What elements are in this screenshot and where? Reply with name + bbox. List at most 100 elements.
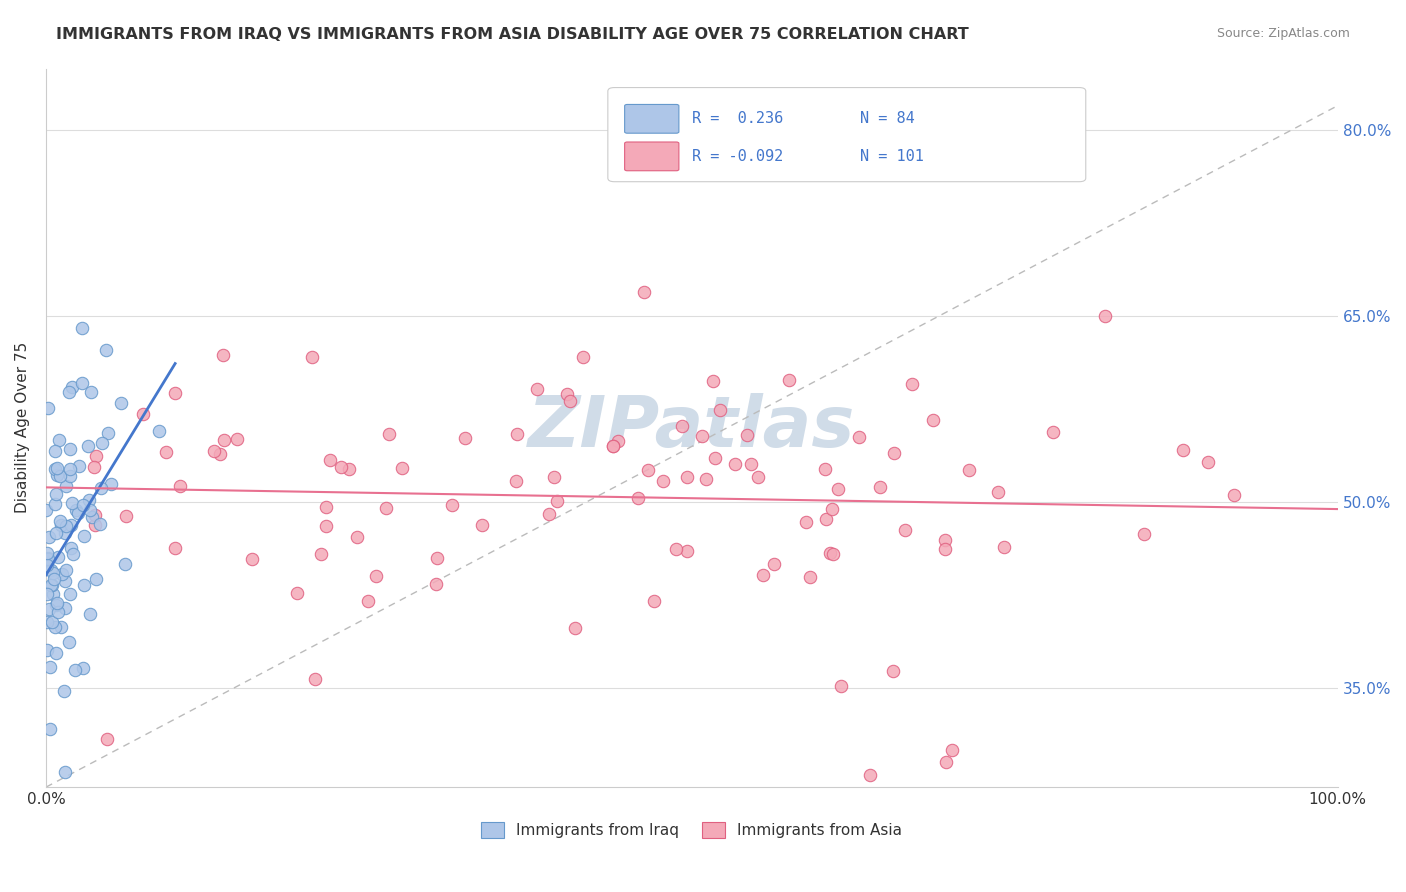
- Point: [96, 732, 118, 747]
- Point: [315, 500, 337, 514]
- Text: N = 101: N = 101: [859, 149, 924, 164]
- Point: [45, 598, 67, 612]
- Point: [637, 463, 659, 477]
- Point: [543, 469, 565, 483]
- Point: [799, 570, 821, 584]
- Point: [35, 586, 58, 600]
- Point: [537, 507, 560, 521]
- Point: [39, 562, 62, 576]
- Point: [37, 401, 59, 416]
- Point: [90, 481, 112, 495]
- Point: [48, 605, 70, 619]
- Point: [425, 577, 447, 591]
- Point: [346, 530, 368, 544]
- Point: [70, 376, 93, 390]
- Point: [37, 546, 59, 560]
- Point: [73, 578, 96, 592]
- Point: [859, 768, 882, 782]
- Point: [46, 461, 69, 475]
- Point: [131, 408, 153, 422]
- Point: [285, 586, 308, 600]
- Point: [643, 594, 665, 608]
- Point: [110, 395, 132, 409]
- Point: [114, 557, 136, 571]
- Point: [526, 382, 548, 396]
- Point: [89, 516, 111, 531]
- Point: [821, 501, 844, 516]
- Point: [37, 552, 59, 566]
- Point: [240, 551, 263, 566]
- Point: [564, 621, 586, 635]
- Point: [671, 419, 693, 434]
- Point: [72, 321, 94, 335]
- Point: [79, 607, 101, 621]
- Text: IMMIGRANTS FROM IRAQ VS IMMIGRANTS FROM ASIA DISABILITY AGE OVER 75 CORRELATION : IMMIGRANTS FROM IRAQ VS IMMIGRANTS FROM …: [56, 27, 969, 42]
- Point: [1042, 425, 1064, 439]
- Point: [60, 380, 83, 394]
- Point: [848, 430, 870, 444]
- Point: [49, 514, 72, 528]
- Point: [38, 601, 60, 615]
- Point: [987, 485, 1010, 500]
- Point: [58, 442, 80, 457]
- Point: [357, 594, 380, 608]
- Point: [665, 541, 688, 556]
- Point: [35, 643, 58, 657]
- Text: R =  0.236: R = 0.236: [692, 112, 783, 127]
- Point: [84, 508, 107, 522]
- Point: [55, 563, 77, 577]
- Point: [41, 577, 63, 591]
- Point: [778, 373, 800, 387]
- Point: [55, 519, 77, 533]
- Point: [83, 517, 105, 532]
- Point: [378, 426, 401, 441]
- Point: [169, 479, 191, 493]
- Point: [212, 348, 235, 362]
- Point: [375, 501, 398, 516]
- Text: R = -0.092: R = -0.092: [692, 149, 783, 164]
- Point: [901, 377, 924, 392]
- Point: [762, 558, 785, 572]
- Point: [72, 661, 94, 675]
- Point: [830, 679, 852, 693]
- Point: [59, 469, 82, 483]
- Point: [934, 542, 956, 557]
- Point: [41, 587, 63, 601]
- Point: [505, 474, 527, 488]
- Point: [454, 431, 477, 445]
- Point: [48, 434, 70, 448]
- Point: [1133, 527, 1156, 541]
- Point: [695, 471, 717, 485]
- Point: [558, 394, 581, 409]
- Point: [60, 518, 83, 533]
- Point: [49, 620, 72, 634]
- Point: [45, 525, 67, 540]
- Point: [426, 551, 449, 566]
- Point: [148, 424, 170, 438]
- Point: [65, 502, 87, 516]
- Point: [330, 460, 353, 475]
- Point: [309, 547, 332, 561]
- Point: [35, 502, 58, 516]
- Point: [703, 451, 725, 466]
- Point: [709, 403, 731, 417]
- Point: [319, 453, 342, 467]
- Point: [675, 469, 697, 483]
- Text: Source: ZipAtlas.com: Source: ZipAtlas.com: [1216, 27, 1350, 40]
- Point: [735, 428, 758, 442]
- Point: [555, 387, 578, 401]
- Point: [815, 512, 838, 526]
- Point: [827, 482, 849, 496]
- Point: [80, 384, 103, 399]
- Point: [882, 664, 904, 678]
- Point: [315, 518, 337, 533]
- Point: [44, 444, 66, 458]
- Point: [53, 525, 76, 540]
- Point: [41, 615, 63, 629]
- Point: [35, 558, 58, 573]
- Point: [747, 470, 769, 484]
- Point: [80, 509, 103, 524]
- Point: [59, 587, 82, 601]
- Point: [818, 546, 841, 560]
- Point: [723, 457, 745, 471]
